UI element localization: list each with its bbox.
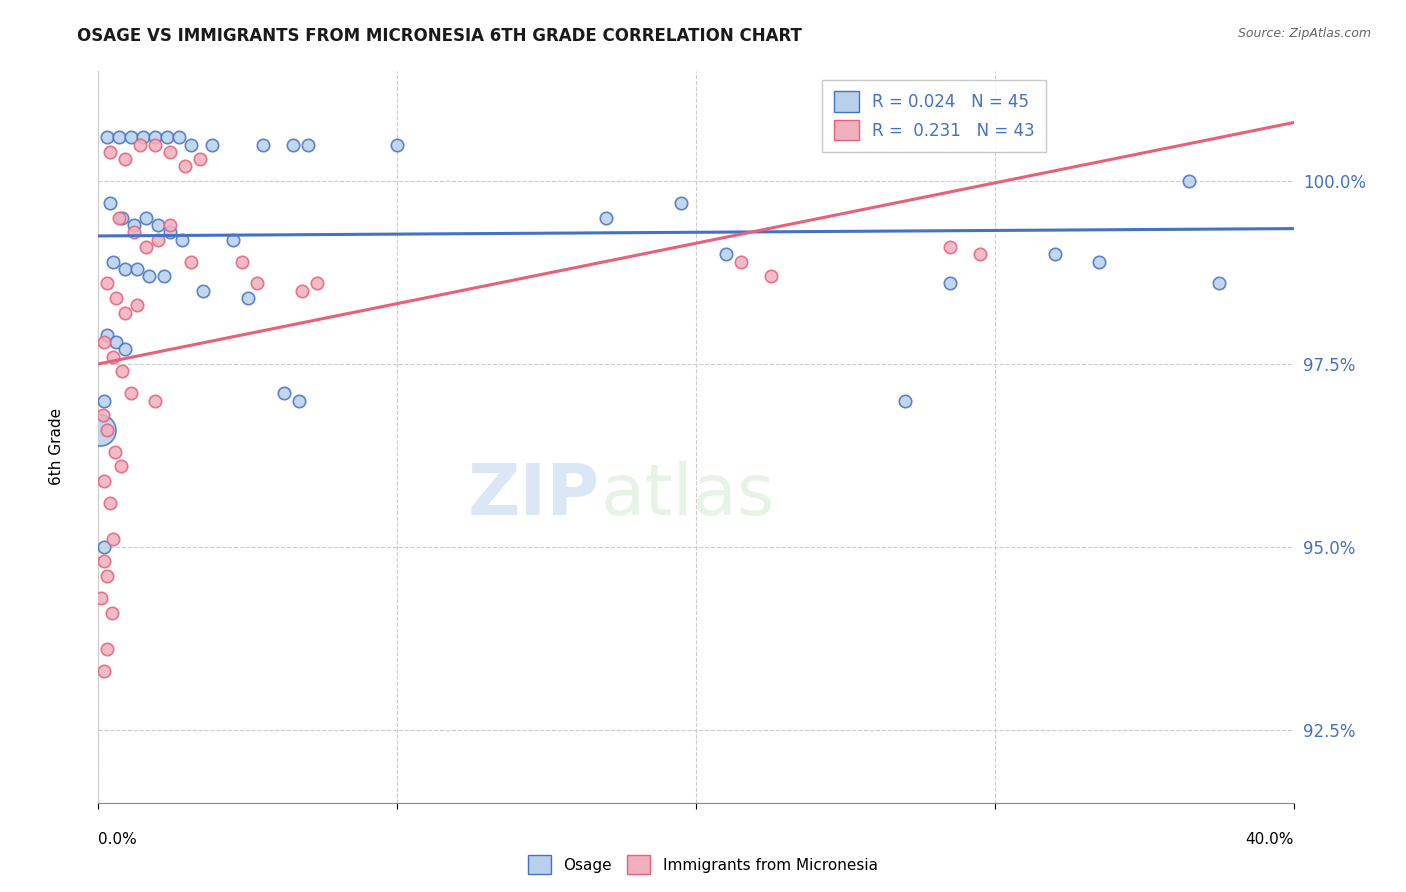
Point xyxy=(252,137,274,152)
Point xyxy=(148,218,170,232)
Point xyxy=(143,393,166,408)
Point xyxy=(127,298,149,312)
Point xyxy=(1088,254,1111,268)
Point xyxy=(714,247,737,261)
Point xyxy=(93,664,115,678)
Point xyxy=(191,284,214,298)
Point xyxy=(759,269,782,284)
Point xyxy=(180,254,202,268)
Point xyxy=(91,408,114,422)
Legend: R = 0.024   N = 45, R =  0.231   N = 43: R = 0.024 N = 45, R = 0.231 N = 43 xyxy=(823,79,1046,152)
Point xyxy=(153,269,176,284)
Point xyxy=(281,137,304,152)
Point xyxy=(236,291,259,305)
Text: 6th Grade: 6th Grade xyxy=(49,408,63,484)
Point xyxy=(138,269,160,284)
Point xyxy=(135,211,157,225)
Point xyxy=(111,211,134,225)
Legend: Osage, Immigrants from Micronesia: Osage, Immigrants from Micronesia xyxy=(522,849,884,880)
Point xyxy=(201,137,224,152)
Point xyxy=(93,393,115,408)
Point xyxy=(159,145,181,159)
Point xyxy=(98,145,122,159)
Point xyxy=(143,137,166,152)
Point xyxy=(188,152,211,166)
Point xyxy=(1208,277,1230,291)
Point xyxy=(939,277,962,291)
Point xyxy=(96,423,118,437)
Point xyxy=(96,327,118,342)
Point xyxy=(105,334,128,349)
Point xyxy=(101,606,124,620)
Text: Source: ZipAtlas.com: Source: ZipAtlas.com xyxy=(1237,27,1371,40)
Point xyxy=(939,240,962,254)
Point xyxy=(103,254,125,268)
Point xyxy=(1178,174,1201,188)
Point xyxy=(129,137,152,152)
Point xyxy=(105,291,128,305)
Text: ZIP: ZIP xyxy=(468,461,600,530)
Point xyxy=(231,254,253,268)
Point xyxy=(132,130,155,145)
Point xyxy=(730,254,752,268)
Text: OSAGE VS IMMIGRANTS FROM MICRONESIA 6TH GRADE CORRELATION CHART: OSAGE VS IMMIGRANTS FROM MICRONESIA 6TH … xyxy=(77,27,803,45)
Text: 40.0%: 40.0% xyxy=(1246,832,1294,847)
Point xyxy=(111,364,134,378)
Point xyxy=(98,196,122,211)
Point xyxy=(124,218,146,232)
Point xyxy=(110,459,132,474)
Point xyxy=(96,277,118,291)
Point xyxy=(93,474,115,488)
Point xyxy=(114,343,136,357)
Text: 0.0%: 0.0% xyxy=(98,832,138,847)
Point xyxy=(96,569,118,583)
Point xyxy=(98,496,122,510)
Point xyxy=(127,261,149,276)
Point xyxy=(103,533,125,547)
Point xyxy=(159,225,181,239)
Point xyxy=(148,233,170,247)
Point xyxy=(114,306,136,320)
Point xyxy=(93,540,115,554)
Point xyxy=(246,277,269,291)
Point xyxy=(114,261,136,276)
Point xyxy=(96,642,118,657)
Point xyxy=(104,444,127,458)
Point xyxy=(96,130,118,145)
Point xyxy=(124,225,146,239)
Point xyxy=(114,152,136,166)
Point xyxy=(89,423,111,437)
Point xyxy=(273,386,295,401)
Point xyxy=(156,130,179,145)
Point xyxy=(669,196,692,211)
Point xyxy=(174,160,197,174)
Point xyxy=(120,386,142,401)
Point xyxy=(172,233,194,247)
Point xyxy=(385,137,409,152)
Point xyxy=(108,211,131,225)
Point xyxy=(894,393,917,408)
Point xyxy=(969,247,991,261)
Point xyxy=(159,218,181,232)
Point xyxy=(108,130,131,145)
Point xyxy=(167,130,190,145)
Point xyxy=(143,130,166,145)
Point xyxy=(297,137,319,152)
Point xyxy=(120,130,142,145)
Point xyxy=(180,137,202,152)
Point xyxy=(90,591,112,605)
Point xyxy=(93,334,115,349)
Point xyxy=(291,284,314,298)
Point xyxy=(135,240,157,254)
Point xyxy=(287,393,309,408)
Point xyxy=(1043,247,1066,261)
Point xyxy=(103,350,125,364)
Point xyxy=(222,233,245,247)
Point xyxy=(305,277,328,291)
Point xyxy=(93,554,115,568)
Point xyxy=(595,211,617,225)
Text: atlas: atlas xyxy=(600,461,775,530)
